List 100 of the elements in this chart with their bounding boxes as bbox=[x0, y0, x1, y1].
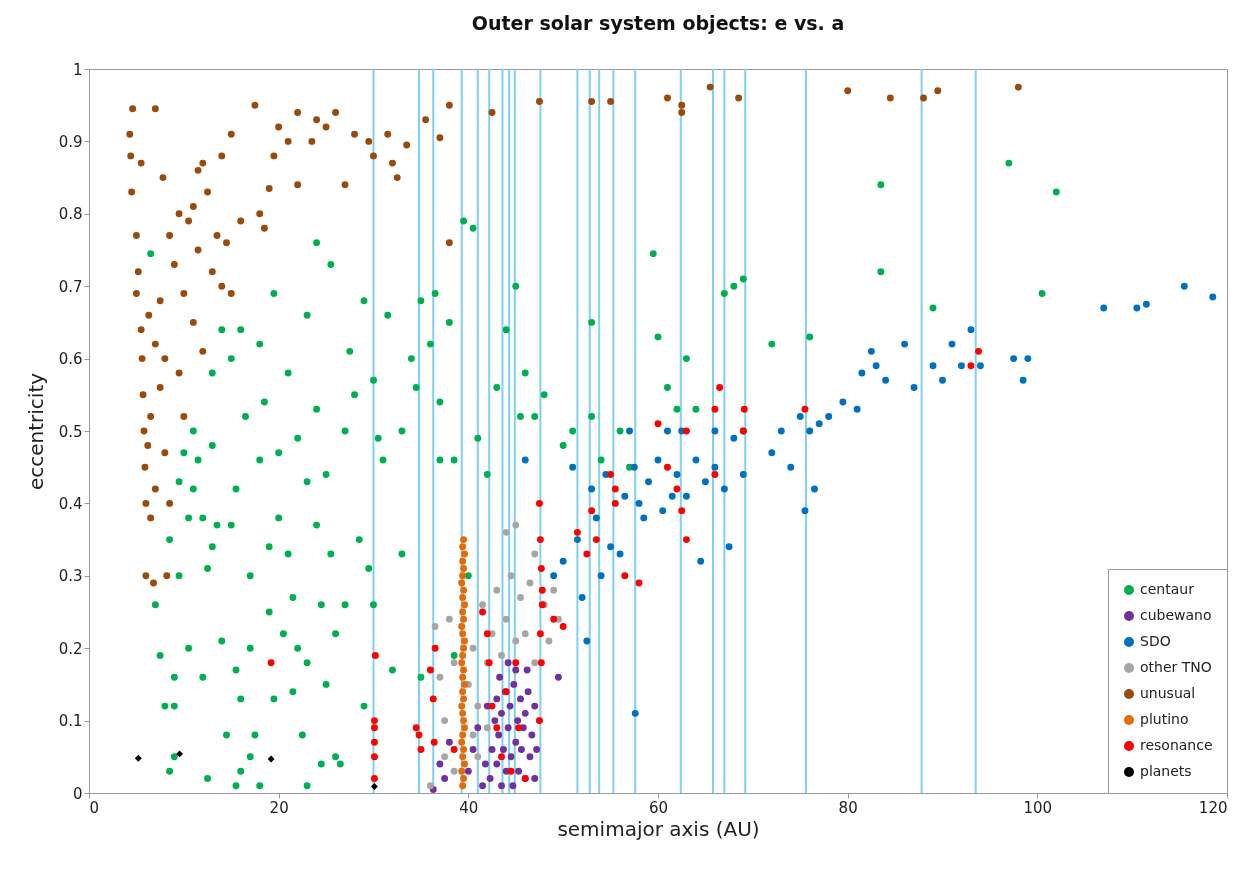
point bbox=[459, 688, 467, 696]
point bbox=[459, 630, 467, 638]
point bbox=[536, 630, 544, 638]
point bbox=[673, 485, 681, 493]
y-tick-label: 0.9 bbox=[58, 132, 83, 151]
point bbox=[801, 405, 809, 413]
point bbox=[499, 746, 507, 754]
point bbox=[370, 753, 378, 761]
point bbox=[450, 746, 458, 754]
point bbox=[458, 702, 466, 710]
point bbox=[521, 630, 529, 638]
point bbox=[460, 775, 468, 782]
point bbox=[611, 499, 619, 507]
point bbox=[537, 565, 545, 573]
point bbox=[523, 666, 531, 674]
legend-label: other TNO bbox=[1140, 659, 1212, 675]
point bbox=[528, 731, 536, 739]
legend-label: SDO bbox=[1140, 633, 1171, 649]
point bbox=[514, 717, 522, 725]
point bbox=[474, 753, 482, 761]
point bbox=[441, 775, 449, 782]
point bbox=[531, 659, 539, 667]
point bbox=[445, 615, 453, 623]
point bbox=[493, 724, 501, 732]
point bbox=[550, 615, 558, 623]
point bbox=[678, 507, 686, 515]
point bbox=[460, 717, 468, 725]
point bbox=[740, 405, 748, 413]
point bbox=[474, 702, 482, 710]
point bbox=[531, 702, 539, 710]
point bbox=[445, 738, 453, 746]
point bbox=[370, 775, 378, 782]
x-tick-label: 20 bbox=[269, 798, 289, 817]
point bbox=[975, 347, 982, 355]
chart-title: Outer solar system objects: e vs. a bbox=[471, 12, 845, 34]
point bbox=[517, 746, 525, 754]
point bbox=[474, 724, 482, 732]
point bbox=[431, 623, 439, 630]
point bbox=[459, 543, 467, 551]
point bbox=[459, 651, 467, 659]
point bbox=[267, 755, 275, 763]
x-tick-label: 80 bbox=[838, 798, 858, 817]
legend-label: planets bbox=[1140, 763, 1192, 779]
point bbox=[504, 724, 512, 732]
y-tick-label: 0.1 bbox=[58, 712, 83, 731]
point bbox=[483, 724, 491, 732]
point bbox=[436, 760, 444, 768]
point bbox=[267, 659, 275, 667]
point bbox=[559, 623, 567, 630]
point bbox=[515, 724, 523, 732]
point bbox=[436, 673, 444, 681]
x-tick-label: 60 bbox=[648, 798, 669, 817]
point bbox=[458, 767, 466, 775]
point bbox=[459, 709, 467, 717]
point bbox=[583, 550, 591, 558]
point bbox=[461, 601, 468, 609]
y-tick-label: 0.8 bbox=[58, 205, 83, 224]
point bbox=[488, 746, 496, 754]
point bbox=[458, 659, 466, 667]
point bbox=[370, 738, 378, 746]
point bbox=[479, 608, 487, 616]
x-tick-label: 120 bbox=[1198, 798, 1228, 817]
y-tick-label: 0.4 bbox=[58, 494, 83, 513]
point bbox=[517, 695, 524, 703]
point bbox=[536, 536, 544, 544]
point bbox=[521, 709, 529, 717]
point bbox=[502, 615, 510, 623]
point bbox=[371, 651, 379, 659]
point bbox=[460, 644, 468, 652]
point bbox=[524, 688, 532, 696]
point bbox=[459, 782, 467, 790]
point bbox=[498, 709, 505, 717]
point bbox=[711, 470, 719, 478]
point bbox=[460, 565, 468, 573]
point bbox=[461, 680, 468, 688]
point bbox=[460, 586, 468, 594]
y-tick-label: 1 bbox=[72, 60, 83, 79]
point bbox=[441, 753, 449, 761]
x-tick-label: 40 bbox=[459, 798, 479, 817]
point bbox=[486, 775, 494, 782]
point bbox=[176, 750, 184, 758]
point bbox=[512, 637, 520, 645]
point bbox=[554, 673, 562, 681]
point bbox=[134, 754, 142, 762]
point bbox=[716, 384, 724, 392]
point bbox=[459, 572, 467, 580]
point bbox=[526, 753, 534, 761]
point bbox=[426, 666, 434, 674]
point bbox=[481, 760, 489, 768]
point bbox=[592, 536, 600, 544]
point bbox=[507, 572, 515, 580]
point bbox=[431, 644, 439, 652]
y-tick-label: 0.3 bbox=[58, 567, 83, 586]
point bbox=[496, 673, 504, 681]
point bbox=[460, 695, 468, 703]
point bbox=[573, 528, 581, 536]
point bbox=[498, 753, 505, 761]
point bbox=[495, 731, 503, 739]
point bbox=[460, 666, 468, 674]
point bbox=[621, 572, 629, 580]
